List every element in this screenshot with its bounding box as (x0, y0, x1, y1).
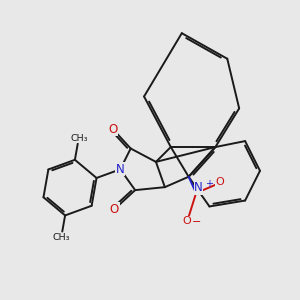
Text: O: O (183, 216, 191, 226)
Text: +: + (205, 178, 213, 189)
Text: N: N (116, 163, 125, 176)
Text: −: − (192, 217, 202, 227)
Text: CH₃: CH₃ (52, 233, 70, 242)
Text: N: N (194, 181, 203, 194)
Text: O: O (215, 177, 224, 187)
Text: CH₃: CH₃ (70, 134, 88, 143)
Text: O: O (110, 203, 119, 216)
Text: O: O (108, 123, 118, 136)
